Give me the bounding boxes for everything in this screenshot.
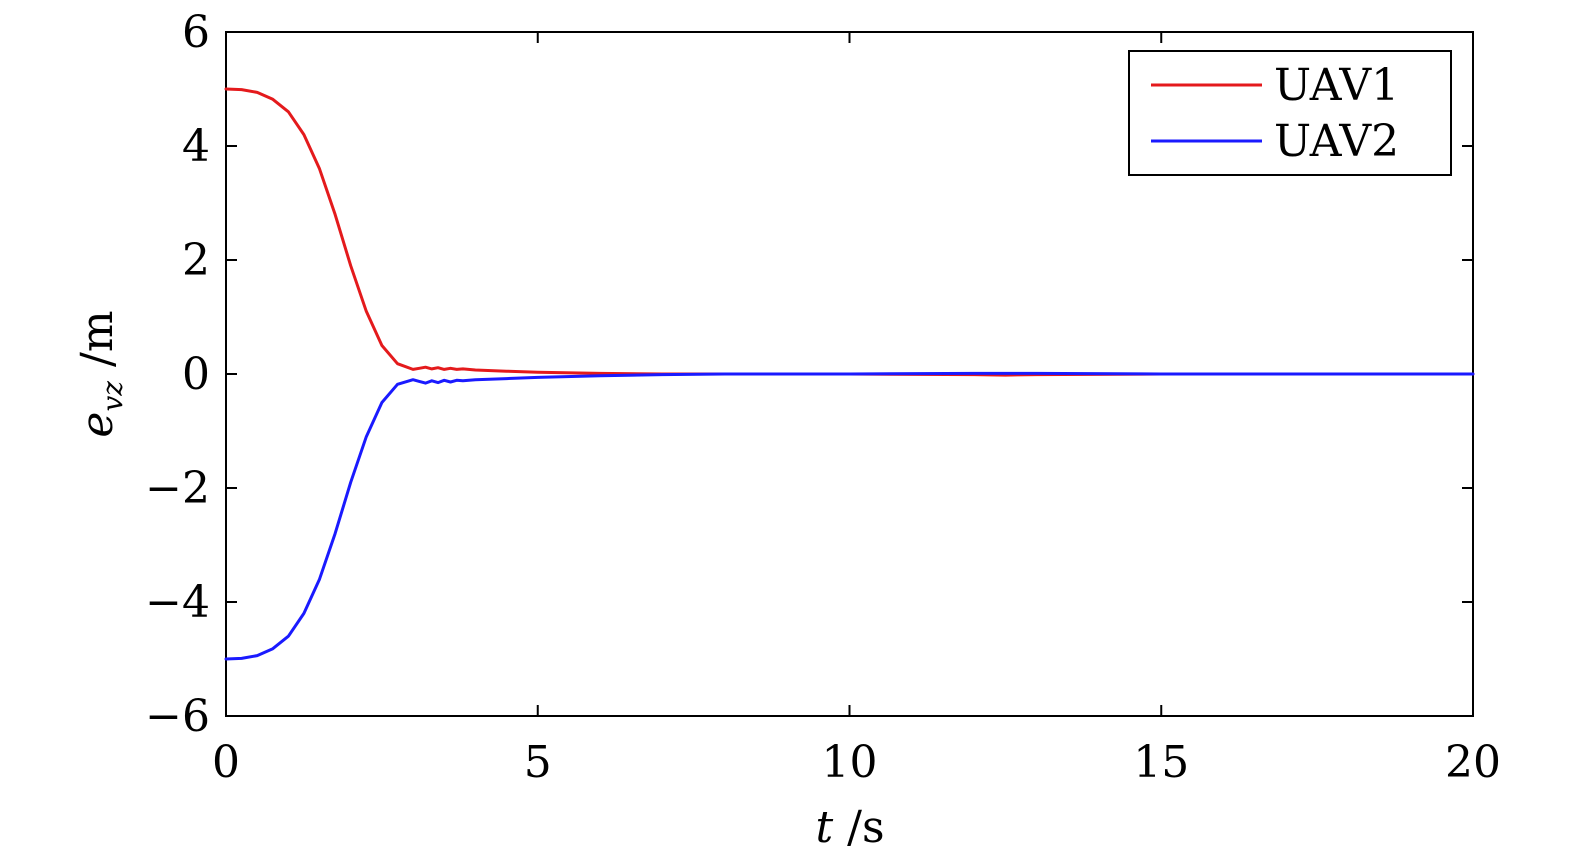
y-tick-label: 0 bbox=[182, 349, 210, 400]
y-tick-label: 4 bbox=[182, 121, 210, 172]
y-tick-label: 2 bbox=[182, 235, 210, 286]
series-layer bbox=[224, 87, 1475, 661]
y-axis-title: evz/m bbox=[72, 310, 129, 437]
legend-label-uav2: UAV2 bbox=[1274, 116, 1399, 167]
x-tick-label: 0 bbox=[212, 737, 240, 788]
legend-box bbox=[1128, 50, 1452, 176]
y-tick-label: −2 bbox=[145, 463, 210, 514]
y-tick-label: −6 bbox=[145, 691, 210, 742]
x-tick-label: 15 bbox=[1133, 737, 1189, 788]
y-tick-label: 6 bbox=[182, 7, 210, 58]
legend: UAV1 UAV2 bbox=[1128, 50, 1452, 176]
x-tick-label: 5 bbox=[524, 737, 552, 788]
series-line-uav2 bbox=[224, 371, 1475, 661]
x-axis-title: t/s bbox=[815, 802, 884, 853]
x-tick-label: 20 bbox=[1445, 737, 1501, 788]
axis-ticks: 0 5 10 15 20 −6 −4 −2 0 2 4 6 bbox=[145, 7, 1501, 788]
x-tick-label: 10 bbox=[822, 737, 878, 788]
legend-label-uav1: UAV1 bbox=[1274, 60, 1399, 111]
y-tick-label: −4 bbox=[145, 577, 210, 628]
